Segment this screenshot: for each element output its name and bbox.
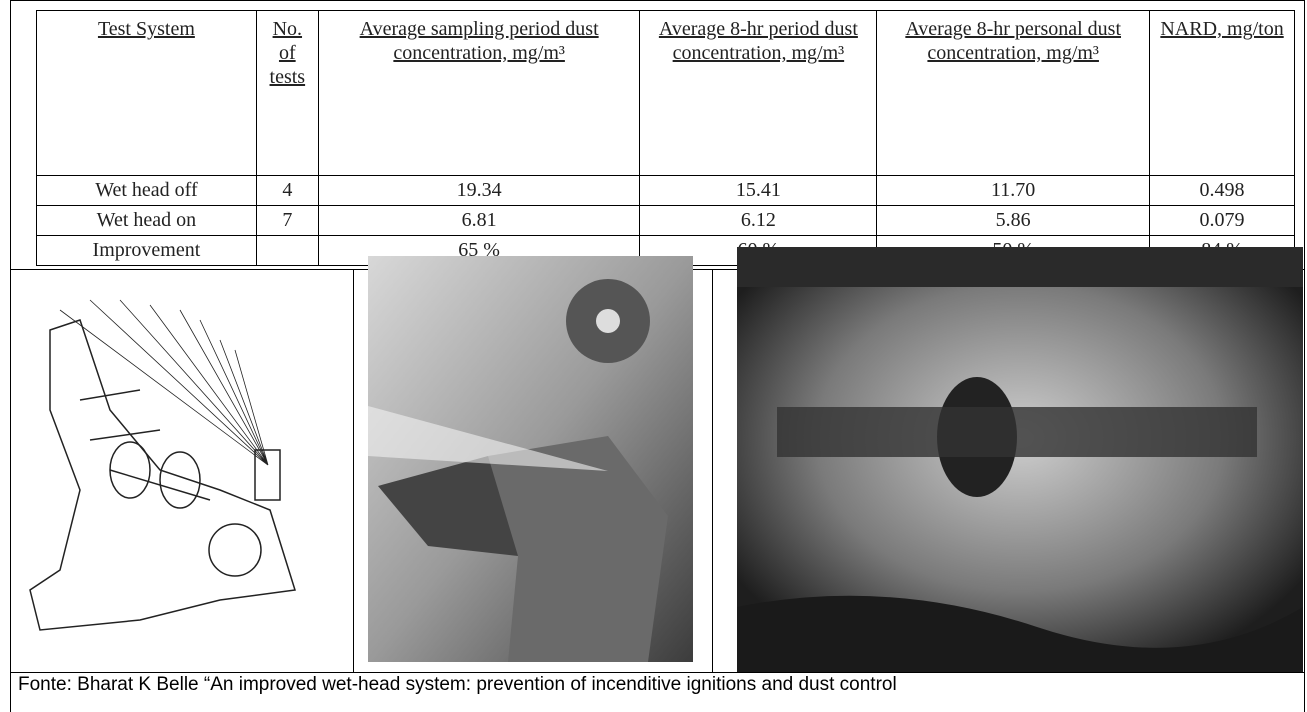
cell <box>255 235 319 266</box>
cell: 11.70 <box>876 175 1151 206</box>
header-row: Test System No. of tests Average sampling … <box>36 10 1295 176</box>
table-row: Wet head off 4 19.34 15.41 11.70 0.498 <box>36 175 1295 206</box>
caption: Fonte: Bharat K Belle “An improved wet-h… <box>18 674 897 695</box>
photo <box>368 256 693 662</box>
cell: 0.079 <box>1149 205 1295 236</box>
row-label: Wet head off <box>36 175 257 206</box>
cell: 5.86 <box>876 205 1151 236</box>
cell: 0.498 <box>1149 175 1295 206</box>
header-cell: Average sampling period dust concentrati… <box>317 10 641 176</box>
table-row: Wet head on 7 6.81 6.12 5.86 0.079 <box>36 205 1295 236</box>
cell: 6.12 <box>639 205 878 236</box>
diagram <box>29 299 296 631</box>
photo <box>737 247 1303 672</box>
header-cell: NARD, mg/ton <box>1149 10 1295 176</box>
header-cell: Average 8-hr period dust concentration, … <box>639 10 878 176</box>
caption-cell <box>10 672 1305 712</box>
cell: 7 <box>255 205 319 236</box>
data-table: Test System No. of tests Average sampling … <box>36 10 1295 266</box>
cell: 4 <box>255 175 319 206</box>
cell: 15.41 <box>639 175 878 206</box>
cell: 6.81 <box>317 205 641 236</box>
row-label: Wet head on <box>36 205 257 236</box>
row-label: Improvement <box>36 235 257 266</box>
cell: 19.34 <box>317 175 641 206</box>
header-cell: No. of tests <box>255 10 319 176</box>
header-cell: Test System <box>36 10 257 176</box>
header-cell: Average 8-hr personal dust concentration… <box>876 10 1151 176</box>
